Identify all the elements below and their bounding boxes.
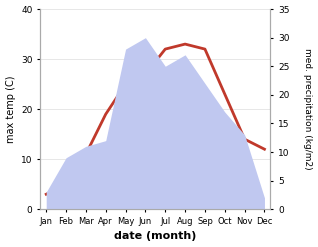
Y-axis label: max temp (C): max temp (C) (5, 75, 16, 143)
Y-axis label: med. precipitation (kg/m2): med. precipitation (kg/m2) (303, 48, 313, 170)
X-axis label: date (month): date (month) (114, 231, 197, 242)
